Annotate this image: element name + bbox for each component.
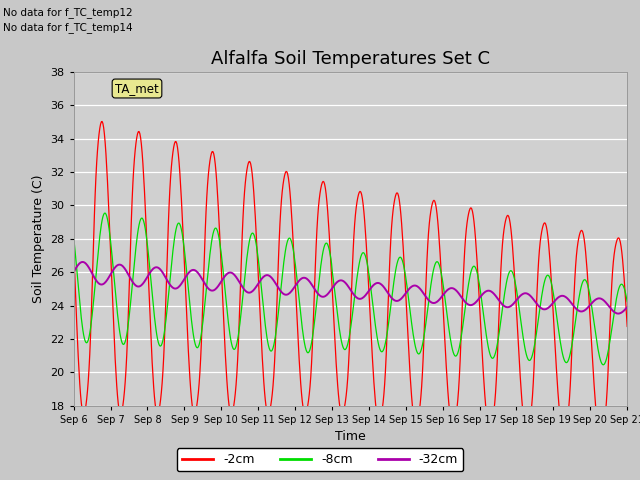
-32cm bbox=[614, 311, 622, 316]
-2cm bbox=[623, 324, 631, 329]
-2cm bbox=[223, 377, 230, 383]
-2cm bbox=[80, 411, 88, 417]
-32cm bbox=[419, 289, 426, 295]
-32cm bbox=[223, 271, 230, 277]
-2cm bbox=[596, 433, 604, 439]
-2cm bbox=[435, 228, 442, 234]
-8cm bbox=[70, 233, 77, 239]
Legend: -2cm, -8cm, -32cm: -2cm, -8cm, -32cm bbox=[177, 448, 463, 471]
-8cm bbox=[600, 362, 607, 368]
Text: No data for f_TC_temp12: No data for f_TC_temp12 bbox=[3, 7, 133, 18]
Line: -32cm: -32cm bbox=[74, 262, 627, 313]
-8cm bbox=[223, 305, 230, 311]
-32cm bbox=[70, 269, 77, 275]
-32cm bbox=[194, 270, 202, 276]
-2cm bbox=[194, 397, 202, 403]
-8cm bbox=[435, 260, 442, 266]
-8cm bbox=[138, 216, 145, 221]
Line: -8cm: -8cm bbox=[74, 213, 627, 365]
Title: Alfalfa Soil Temperatures Set C: Alfalfa Soil Temperatures Set C bbox=[211, 49, 490, 68]
-2cm bbox=[138, 141, 145, 147]
-32cm bbox=[138, 282, 145, 288]
-2cm bbox=[419, 371, 426, 377]
-8cm bbox=[419, 342, 426, 348]
-8cm bbox=[623, 299, 631, 304]
-32cm bbox=[435, 298, 442, 303]
-32cm bbox=[623, 304, 631, 310]
-32cm bbox=[79, 259, 86, 265]
Line: -2cm: -2cm bbox=[74, 121, 627, 436]
Y-axis label: Soil Temperature (C): Soil Temperature (C) bbox=[32, 175, 45, 303]
X-axis label: Time: Time bbox=[335, 430, 366, 443]
Text: TA_met: TA_met bbox=[115, 82, 159, 95]
-32cm bbox=[81, 260, 88, 265]
-2cm bbox=[70, 242, 77, 248]
-8cm bbox=[101, 210, 109, 216]
-8cm bbox=[194, 345, 202, 350]
-2cm bbox=[99, 119, 106, 124]
-8cm bbox=[80, 332, 88, 337]
Text: No data for f_TC_temp14: No data for f_TC_temp14 bbox=[3, 22, 133, 33]
